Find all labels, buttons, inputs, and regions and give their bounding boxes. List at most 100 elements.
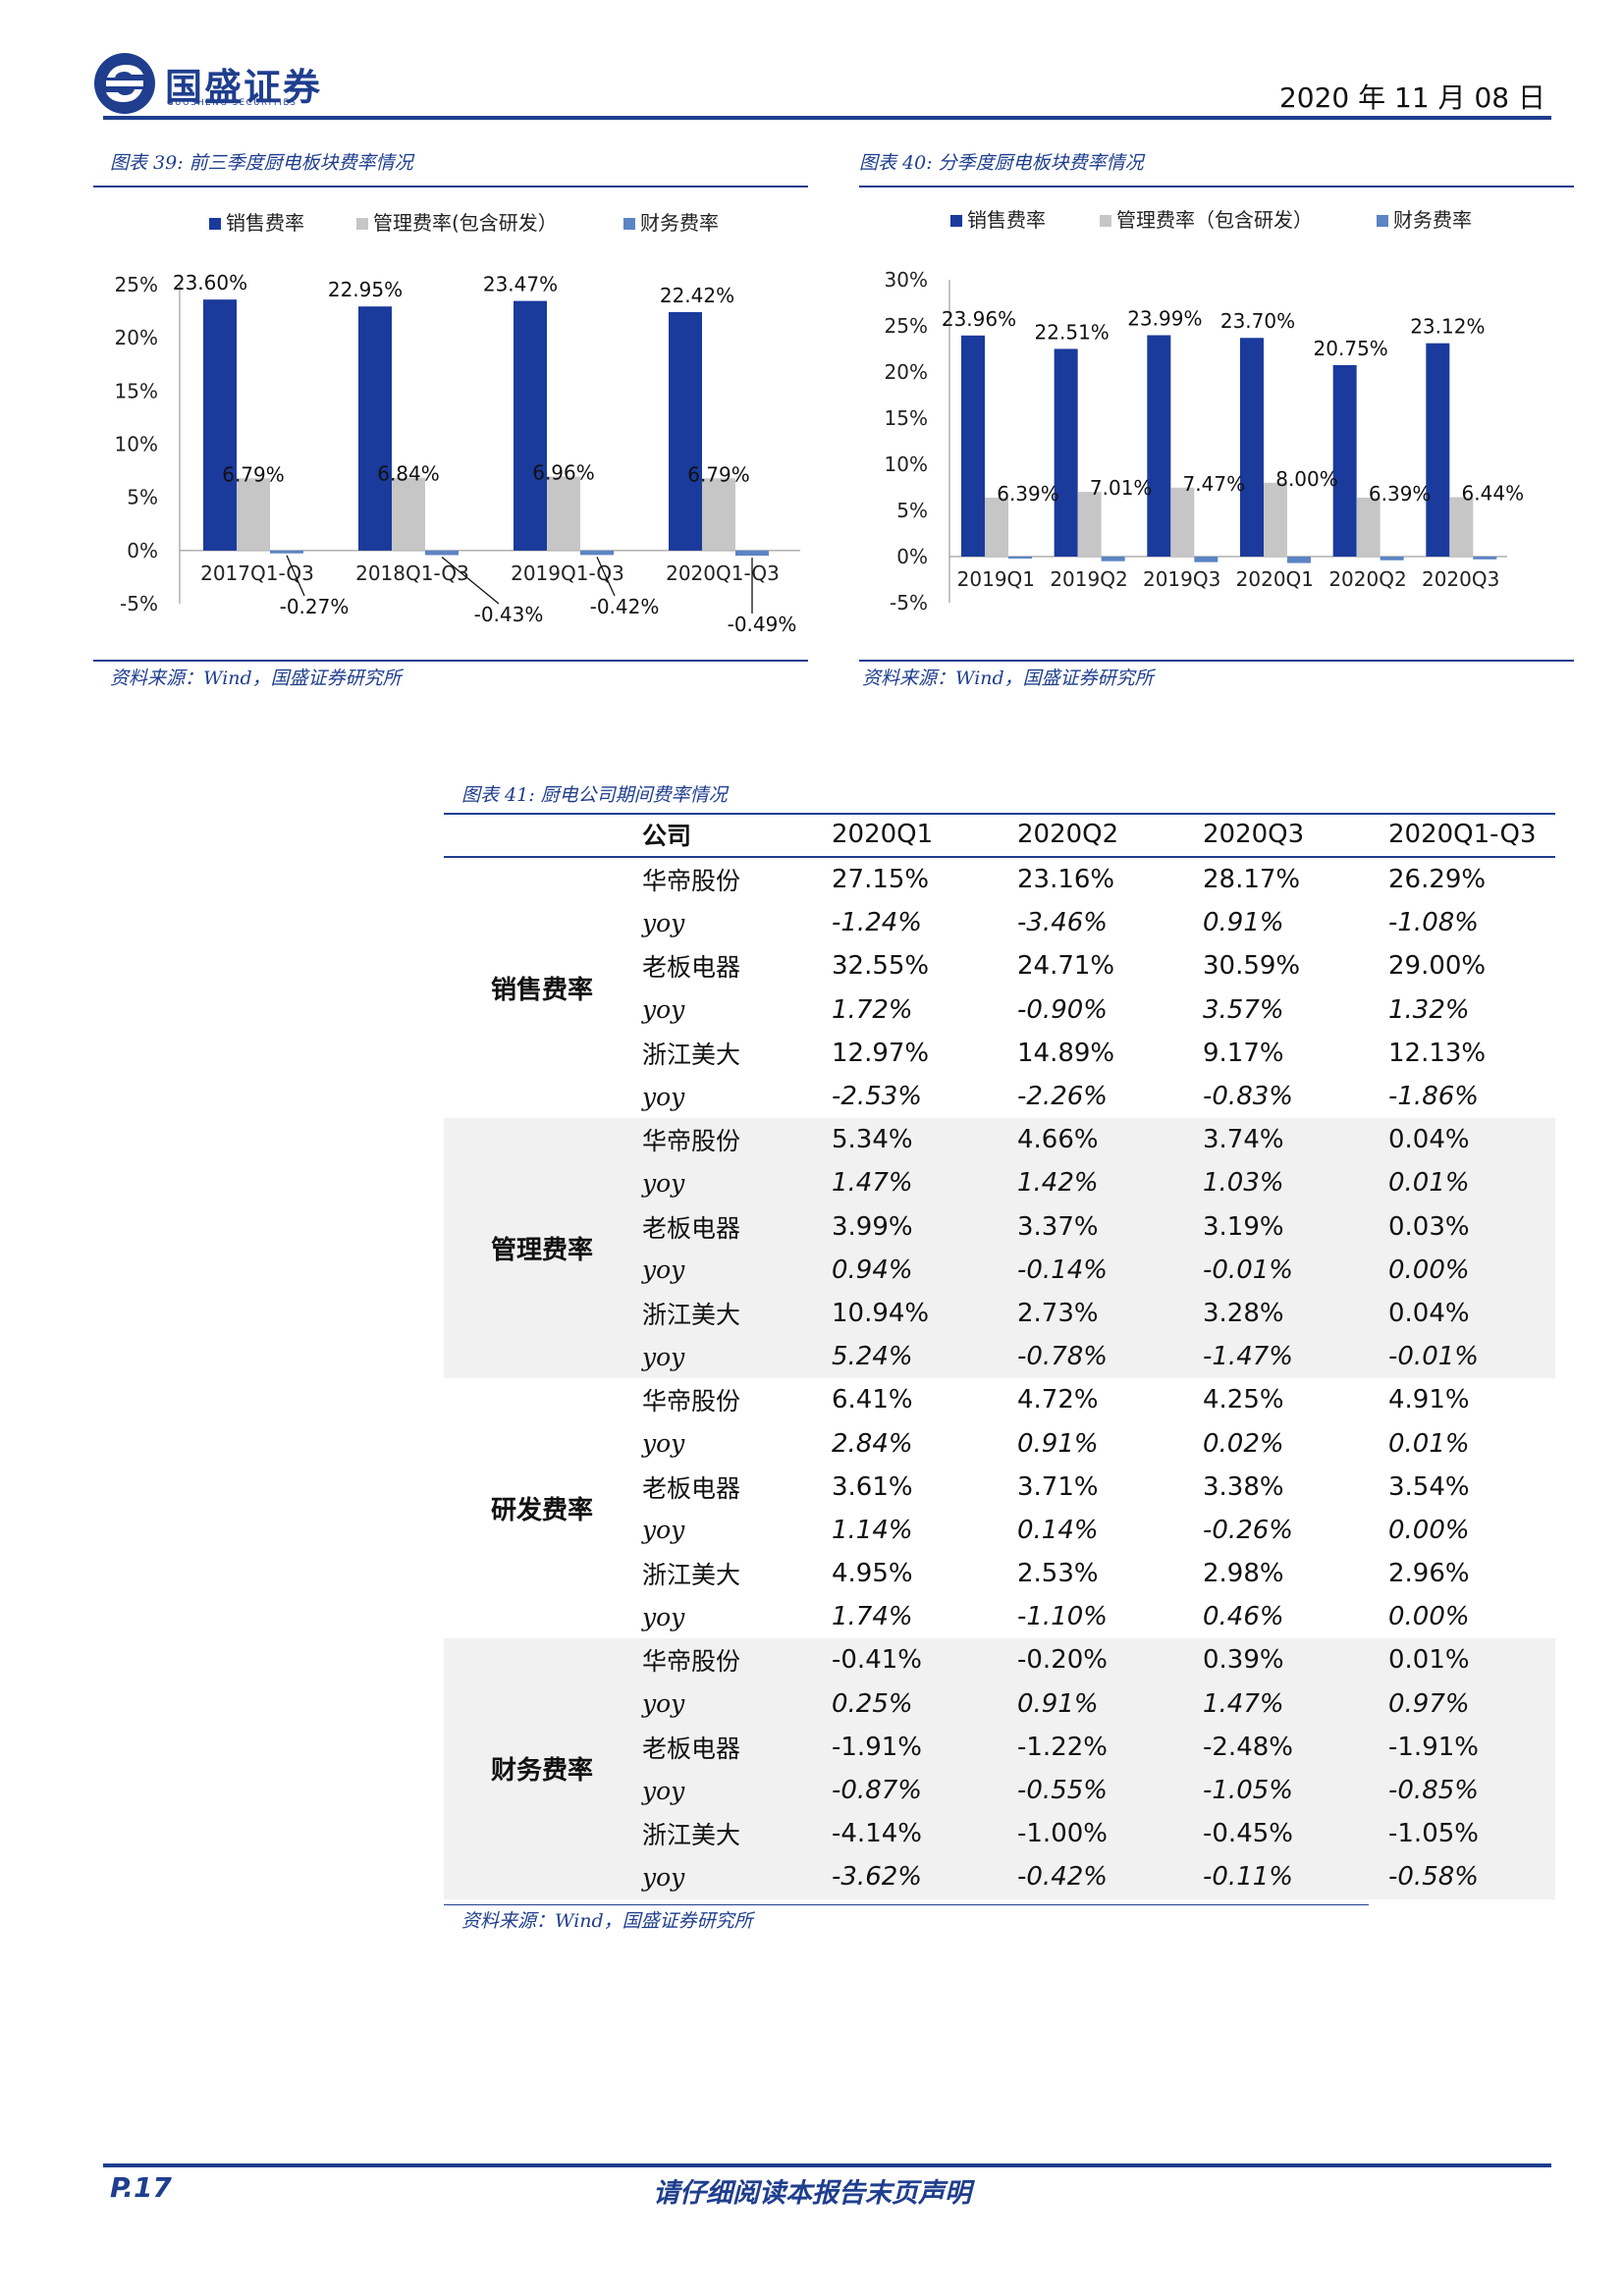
table-cell-value: -0.78% <box>1011 1335 1197 1379</box>
table-cell-value: -1.10% <box>1017 1602 1108 1632</box>
data-label-leader <box>596 557 616 597</box>
table-cell-value: 0.03% <box>1382 1204 1555 1249</box>
table-cell-value: 27.15% <box>832 865 930 895</box>
table-cell-value: 24.71% <box>1017 951 1115 982</box>
table-cell-value: -1.91% <box>826 1725 1011 1769</box>
table-cell-value: 0.91% <box>1203 908 1284 938</box>
table-cell-value: -2.48% <box>1197 1725 1382 1769</box>
x-tick-label: 2019Q1-Q3 <box>511 561 624 585</box>
table-cell-value: 1.42% <box>1011 1161 1197 1205</box>
table-category: 管理费率 <box>444 1118 640 1379</box>
table-cell-company: 浙江美大 <box>642 1040 741 1069</box>
data-label: 23.47% <box>483 273 558 296</box>
table-cell-value: -0.55% <box>1011 1768 1197 1813</box>
x-tick-label: 2020Q1 <box>1236 567 1314 591</box>
table-cell-value: 0.97% <box>1382 1682 1555 1726</box>
table-cell-value: -0.42% <box>1011 1855 1197 1899</box>
bar-fin <box>425 550 459 556</box>
table-header-blank <box>444 813 640 858</box>
bar-fin <box>270 550 303 554</box>
header-divider <box>103 116 1551 120</box>
table41-source: 资料来源：Wind，国盛证券研究所 <box>461 1910 753 1932</box>
table-cell-value: 14.89% <box>1017 1038 1115 1068</box>
data-label: 7.47% <box>1183 472 1246 496</box>
table-cell-value: 5.34% <box>826 1118 1011 1162</box>
y-tick-label: 25% <box>115 273 158 296</box>
legend-label: 销售费率 <box>967 208 1046 232</box>
table-cell-company: yoy <box>642 1082 685 1111</box>
data-label: 20.75% <box>1314 337 1388 360</box>
table-row: 销售费率 华帝股份 27.15% 23.16% 28.17% 26.29% <box>444 857 1555 1119</box>
table-cell-value: -1.24% <box>832 908 922 938</box>
table-cell-value: -0.20% <box>1011 1638 1197 1682</box>
table-cell-company: yoy <box>642 1429 685 1459</box>
table41-caption: 图表 41: 厨电公司期间费率情况 <box>461 784 728 806</box>
data-label: 22.42% <box>660 284 734 307</box>
y-tick-label: 20% <box>115 326 158 349</box>
table-row: yoy -1.24% -3.46% 0.91% -1.08% <box>444 901 1555 944</box>
data-label: -0.49% <box>728 613 797 636</box>
legend-label: 管理费率（包含研发） <box>1116 208 1313 232</box>
table-cell-value: 1.47% <box>1197 1682 1382 1726</box>
table-cell-value: -1.22% <box>1011 1725 1197 1769</box>
data-label: 23.12% <box>1410 315 1485 339</box>
table-cell-value: -2.53% <box>832 1082 922 1112</box>
table-cell-value: -0.01% <box>1197 1248 1382 1292</box>
table-cell-value: 1.74% <box>832 1602 913 1632</box>
table-cell-company: 华帝股份 <box>642 1387 741 1416</box>
chart40-source-rule <box>859 660 1574 662</box>
table-cell-value: -1.91% <box>1382 1725 1555 1769</box>
table-cell-value: 2.98% <box>1203 1559 1284 1589</box>
bar-mgmt <box>237 478 270 551</box>
x-tick-label: 2019Q1 <box>957 567 1035 591</box>
table-cell-value: 0.25% <box>826 1682 1011 1726</box>
chart40-caption: 图表 40: 分季度厨电板块费率情况 <box>859 152 1144 174</box>
data-label: 23.99% <box>1127 306 1202 330</box>
table-row: 老板电器 3.99% 3.37% 3.19% 0.03% <box>444 1204 1555 1249</box>
data-label: 6.39% <box>1369 482 1432 506</box>
y-tick-label: 30% <box>885 268 928 292</box>
chart39-source: 资料来源：Wind，国盛证券研究所 <box>110 667 402 689</box>
table-cell-value: 4.95% <box>832 1559 913 1589</box>
table-cell-company: yoy <box>642 1602 685 1631</box>
table-cell-value: 3.71% <box>1017 1471 1099 1502</box>
table-cell-value: 23.16% <box>1017 865 1115 895</box>
table-cell-value: 1.72% <box>832 994 913 1025</box>
table-row: yoy 1.74% -1.10% 0.46% 0.00% <box>444 1595 1555 1638</box>
table-cell-value: 1.32% <box>1388 994 1470 1025</box>
table-cell-value: 2.84% <box>832 1428 913 1459</box>
table-cell-value: 0.91% <box>1017 1428 1099 1459</box>
table-cell-value: 2.96% <box>1388 1559 1470 1589</box>
y-tick-label: 20% <box>885 360 928 384</box>
report-date: 2020 年 11 月 08 日 <box>1278 81 1545 114</box>
y-tick-label: 5% <box>127 486 158 509</box>
data-label: 6.44% <box>1462 481 1525 505</box>
table-cell-company: 老板电器 <box>640 1204 826 1249</box>
table-cell-value: -1.47% <box>1197 1335 1382 1379</box>
table-cell-value: 9.17% <box>1203 1038 1284 1068</box>
bar-fin <box>580 550 614 556</box>
table-cell-company: yoy <box>640 1161 826 1205</box>
table-cell-company: yoy <box>642 908 685 937</box>
bar-mgmt <box>1264 482 1287 557</box>
table-cell-value: 0.14% <box>1017 1515 1099 1545</box>
table-row: 浙江美大 12.97% 14.89% 9.17% 12.13% <box>444 1032 1555 1075</box>
table-cell-value: 12.13% <box>1388 1038 1487 1068</box>
data-label: 23.70% <box>1220 309 1295 333</box>
table-cell-value: -0.01% <box>1382 1335 1555 1379</box>
table-row: yoy 0.25% 0.91% 1.47% 0.97% <box>444 1682 1555 1726</box>
x-tick-label: 2017Q1-Q3 <box>200 561 314 585</box>
y-tick-label: 0% <box>127 539 158 562</box>
table-row: yoy 1.47% 1.42% 1.03% 0.01% <box>444 1161 1555 1205</box>
bar-sales <box>514 300 547 551</box>
table-row: yoy -3.62% -0.42% -0.11% -0.58% <box>444 1855 1555 1899</box>
table-row: yoy 2.84% 0.91% 0.02% 0.01% <box>444 1421 1555 1465</box>
y-tick-label: 15% <box>885 406 928 430</box>
chart39-caption-rule <box>93 186 808 187</box>
bar-fin <box>1101 557 1125 561</box>
bar-fin <box>735 550 769 557</box>
table-cell-value: -0.90% <box>1017 994 1108 1025</box>
table-cell-value: 0.04% <box>1382 1118 1555 1162</box>
legend-swatch <box>209 218 221 230</box>
data-label: 6.79% <box>222 462 285 486</box>
